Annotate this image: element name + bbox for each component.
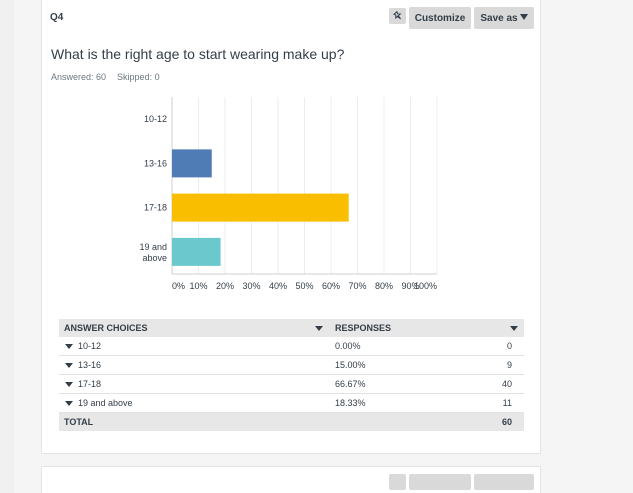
row-expand-icon[interactable]: [65, 363, 73, 368]
x-tick-label: 0%: [172, 281, 185, 291]
choice-count: 11: [502, 398, 512, 408]
bar: [172, 193, 349, 222]
pin-button[interactable]: [389, 8, 406, 24]
question-card: [41, 0, 541, 454]
table-row: 13-16 15.00% 9: [59, 356, 524, 375]
question-title: What is the right age to start wearing m…: [51, 46, 345, 62]
choice-label: 13-16: [78, 360, 102, 370]
chevron-down-icon: [519, 14, 528, 20]
x-tick-label: 70%: [348, 281, 366, 291]
bar: [172, 237, 221, 266]
category-label: 17-18: [144, 203, 167, 213]
response-stats: Answered: 60 Skipped: 0: [51, 72, 160, 82]
choice-label: 17-18: [78, 379, 102, 389]
total-value: 60: [501, 417, 512, 427]
sort-responses-icon[interactable]: [510, 326, 518, 331]
pin-icon: [392, 11, 402, 20]
responses-header[interactable]: RESPONSES: [335, 323, 392, 333]
category-label: above: [142, 253, 167, 263]
question-number: Q4: [50, 12, 64, 23]
x-tick-label: 40%: [269, 281, 287, 291]
table-header: ANSWER CHOICES RESPONSES: [59, 319, 524, 337]
choice-count: 40: [501, 379, 512, 389]
total-label: TOTAL: [64, 417, 94, 427]
sort-choices-icon[interactable]: [315, 326, 323, 331]
save-as-button[interactable]: Save as: [474, 7, 534, 29]
choice-percent: 18.33%: [335, 398, 366, 408]
choice-count: 9: [506, 360, 512, 370]
category-label: 19 and: [139, 242, 167, 252]
customize-button-2[interactable]: [409, 474, 471, 490]
save-as-button-2[interactable]: [474, 474, 534, 490]
choice-percent: 15.00%: [335, 360, 366, 370]
row-expand-icon[interactable]: [65, 382, 73, 387]
table-row: 17-18 66.67% 40: [59, 375, 524, 394]
choice-label: 10-12: [78, 341, 102, 351]
choice-label: 19 and above: [78, 398, 133, 408]
pin-button-2[interactable]: [389, 474, 406, 490]
choice-percent: 0.00%: [335, 341, 361, 351]
save-as-label: Save as: [480, 12, 518, 24]
skipped-count: Skipped: 0: [117, 72, 160, 82]
customize-button[interactable]: Customize: [409, 7, 471, 29]
x-tick-label: 90%: [401, 281, 419, 291]
row-expand-icon[interactable]: [65, 344, 73, 349]
answered-count: Answered: 60: [51, 72, 107, 82]
x-tick-label: 10%: [189, 281, 207, 291]
row-expand-icon[interactable]: [65, 401, 73, 406]
x-tick-label: 80%: [375, 281, 393, 291]
x-tick-label: 20%: [216, 281, 234, 291]
choice-percent: 66.67%: [335, 379, 366, 389]
responses-table: ANSWER CHOICES RESPONSES 10-12 0.00% 0 1…: [59, 319, 524, 431]
answer-choices-header[interactable]: ANSWER CHOICES: [64, 323, 148, 333]
choice-count: 0: [506, 341, 512, 351]
category-label: 13-16: [144, 158, 167, 168]
table-row: 19 and above 18.33% 11: [59, 394, 524, 413]
table-total-row: TOTAL 60: [59, 413, 524, 431]
table-row: 10-12 0.00% 0: [59, 337, 524, 356]
bar: [172, 149, 212, 178]
category-label: 10-12: [144, 114, 167, 124]
x-tick-label: 100%: [414, 281, 437, 291]
x-tick-label: 60%: [322, 281, 340, 291]
x-tick-label: 50%: [295, 281, 313, 291]
x-tick-label: 30%: [242, 281, 260, 291]
